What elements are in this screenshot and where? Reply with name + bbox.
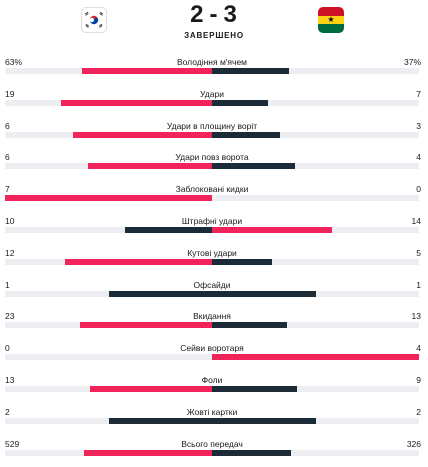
stat-home-value: 6 [5,152,10,163]
stat-away-value: 7 [416,88,421,99]
match-status: ЗАВЕРШЕНО [184,31,244,40]
stat-away-value: 1 [416,279,421,290]
home-score: 2 [190,1,205,28]
stat-bar-track [5,163,419,170]
stat-home-bar [5,195,212,202]
stat-away-value: 37% [403,57,421,67]
stat-label: Сейви воротаря [180,343,244,354]
stat-label: Штрафні удари [181,215,243,226]
stat-away-bar [212,417,316,424]
stat-label: Всього передач [181,438,243,449]
stat-away-value: 3 [416,120,421,131]
stat-home-value: 2 [5,406,10,417]
stat-row: 7 Заблоковані кидки 0 [0,181,428,213]
match-header: 2-3 ЗАВЕРШЕНО ★ [0,0,428,48]
stat-row: 2 Жовті картки 2 [0,404,428,436]
stat-away-bar [212,354,419,361]
stat-label: Заблоковані кидки [175,184,249,195]
stat-row: 6 Удари в площину воріт 3 [0,118,428,150]
stat-row: 6 Удари повз ворота 4 [0,149,428,181]
stat-home-value: 0 [5,343,10,354]
stat-away-bar [212,99,268,106]
stat-home-bar [87,163,212,170]
stat-home-bar [81,68,212,74]
stat-row: 23 Вкидання 13 [0,308,428,340]
stat-row: 19 Удари 7 [0,86,428,118]
stat-home-value: 23 [5,311,15,322]
stat-bar-track [5,322,419,329]
stat-home-value: 1 [5,279,10,290]
stat-row: 10 Штрафні удари 14 [0,213,428,245]
stat-label: Вкидання [193,311,231,322]
stat-row: 1 Офсайди 1 [0,277,428,309]
stat-away-bar [212,290,316,297]
stat-bar-track [5,195,419,202]
stat-bar-track [5,68,419,74]
stat-away-value: 13 [411,311,421,322]
stat-bar-track [5,226,419,233]
stat-away-bar [212,131,281,138]
away-score: 3 [223,1,238,28]
stat-row: 63% Володіння м'ячем 37% [0,54,428,86]
stat-bar-track [5,354,419,361]
stat-label: Кутові удари [187,247,237,258]
stat-home-bar [108,290,212,297]
south-korea-flag-icon [81,7,107,33]
stat-label: Фоли [201,374,223,385]
stat-home-value: 7 [5,184,10,195]
stat-away-bar [212,258,273,265]
stat-bar-track [5,131,419,138]
stat-label: Удари в площину воріт [166,120,258,131]
scoreline: 2-3 [0,1,428,29]
stat-away-value: 4 [416,343,421,354]
stat-away-bar [212,68,289,74]
stat-home-bar [108,417,212,424]
stat-bar-track [5,99,419,106]
stat-row: 0 Сейви воротаря 4 [0,340,428,372]
stat-label: Офсайди [193,279,231,290]
stat-home-bar [73,131,212,138]
stat-away-bar [212,322,287,329]
stat-home-value: 13 [5,374,15,385]
stat-row: 529 Всього передач 326 [0,436,428,467]
stat-bar-track [5,417,419,424]
stat-home-value: 6 [5,120,10,131]
stat-home-bar [60,99,212,106]
stat-away-bar [212,226,333,233]
stat-away-value: 2 [416,406,421,417]
stat-away-value: 5 [416,247,421,258]
stat-bar-track [5,449,419,456]
south-korea-flag-graphic [84,11,104,28]
ghana-flag-icon: ★ [318,7,344,33]
stat-bar-track [5,258,419,265]
stat-label: Удари повз ворота [175,152,249,163]
stat-away-bar [212,449,291,456]
stat-home-bar [83,449,212,456]
stat-away-value: 0 [416,184,421,195]
stat-home-value: 19 [5,88,15,99]
stat-home-value: 12 [5,247,15,258]
stat-label: Володіння м'ячем [176,57,248,67]
stat-home-bar [79,322,212,329]
stat-home-bar [89,385,212,392]
stat-away-value: 4 [416,152,421,163]
stat-home-value: 10 [5,215,15,226]
stat-home-value: 529 [5,438,20,449]
stat-home-value: 63% [5,57,23,67]
stats-list: 63% Володіння м'ячем 37% 19 Удари 7 6 Удари в п… [0,54,428,467]
stat-bar-track [5,290,419,297]
stat-row: 12 Кутові удари 5 [0,245,428,277]
stat-label: Жовті картки [186,406,238,417]
stat-away-value: 326 [406,438,421,449]
stat-away-value: 14 [411,215,421,226]
stat-home-bar [125,226,212,233]
stat-away-bar [212,385,297,392]
stat-bar-track [5,385,419,392]
stat-away-bar [212,163,295,170]
stat-label: Удари [200,88,224,99]
stat-home-bar [65,258,212,265]
stat-away-value: 9 [416,374,421,385]
stat-row: 13 Фоли 9 [0,372,428,404]
score-separator: - [209,1,219,28]
